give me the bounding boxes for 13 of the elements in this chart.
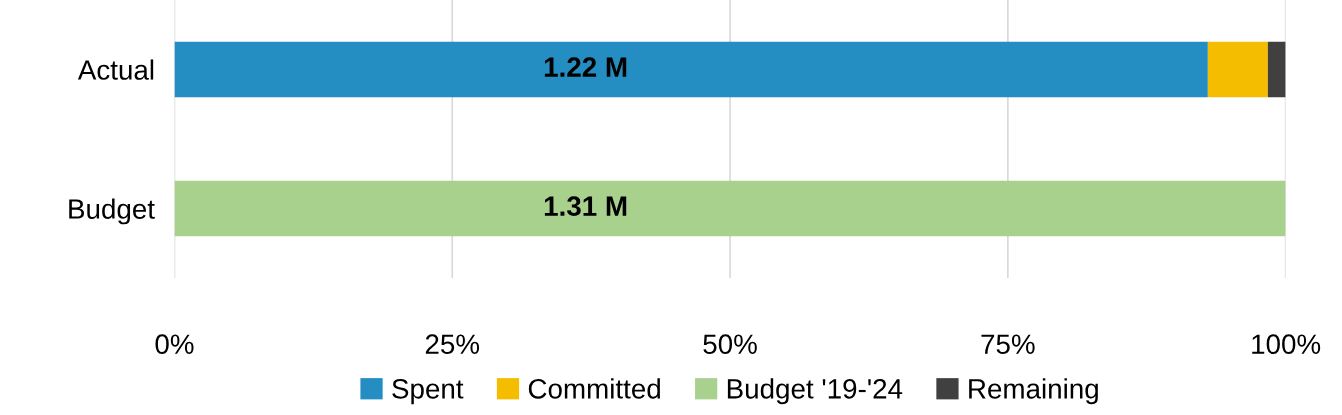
x-tick-label: 100%	[1252, 334, 1321, 355]
x-tick-label: 75%	[981, 334, 1035, 355]
annotation: 1.22 M	[544, 57, 627, 77]
legend-label: Budget '19-'24	[727, 378, 903, 405]
legend-label: Committed	[528, 378, 660, 399]
x-tick-label: 50%	[703, 334, 757, 355]
legend-label: Spent	[392, 379, 464, 405]
y-tick-label: Budget	[69, 198, 155, 225]
annotation: 1.31 M	[544, 196, 627, 217]
legend-label: Remaining	[969, 378, 1098, 405]
x-tick-label: 25%	[425, 334, 480, 355]
y-tick-label: Actual	[77, 59, 154, 80]
x-tick-label: 0%	[155, 334, 194, 355]
